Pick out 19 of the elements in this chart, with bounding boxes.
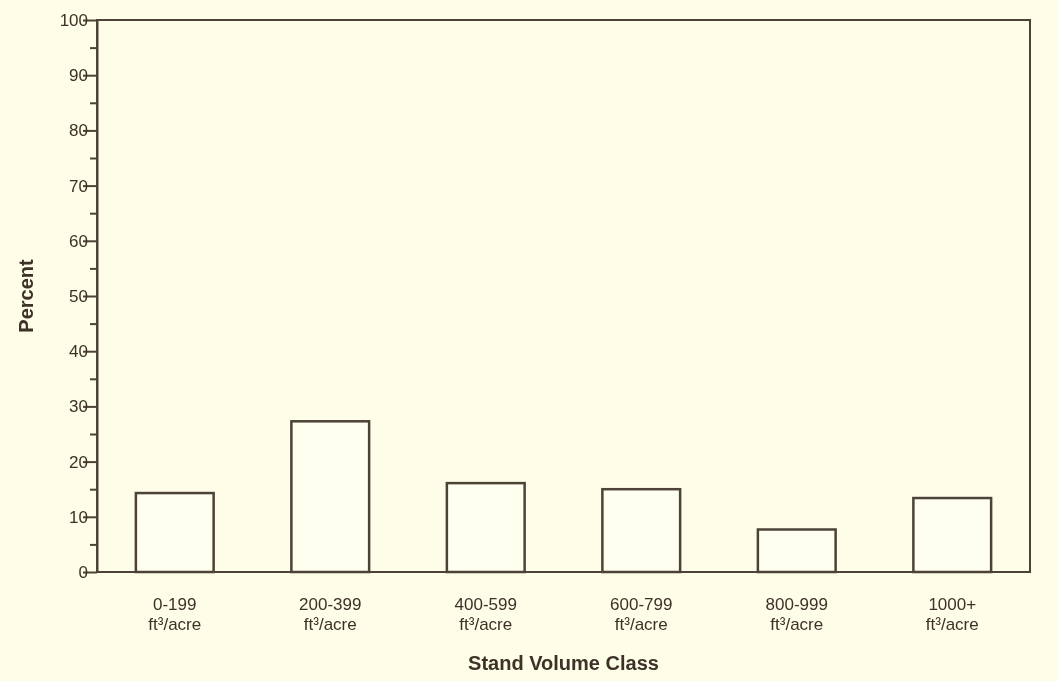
x-tick-label: 600-799 ft³/acre <box>610 595 673 634</box>
y-tick-label: 30 <box>69 397 88 417</box>
y-axis-title: Percent <box>15 258 37 333</box>
x-tick-label: 1000+ ft³/acre <box>925 595 979 634</box>
y-tick-label: 90 <box>69 66 88 86</box>
x-axis-title: Stand Volume Class <box>468 652 659 674</box>
x-tick-label: 0-199 ft³/acre <box>148 595 202 634</box>
y-tick-label: 10 <box>69 507 88 527</box>
y-tick-label: 100 <box>59 10 88 30</box>
y-tick-label: 50 <box>69 286 88 306</box>
x-tick-label: 200-399 ft³/acre <box>299 595 362 634</box>
y-tick-label: 40 <box>69 342 88 362</box>
x-tick-label: 800-999 ft³/acre <box>765 595 828 634</box>
y-tick-label: 60 <box>69 231 88 251</box>
y-tick-label: 20 <box>69 452 88 472</box>
x-tick-label: 400-599 ft³/acre <box>454 595 517 634</box>
y-tick-label: 0 <box>78 562 88 582</box>
y-tick-label: 80 <box>69 121 88 141</box>
y-tick-label: 70 <box>69 176 88 196</box>
